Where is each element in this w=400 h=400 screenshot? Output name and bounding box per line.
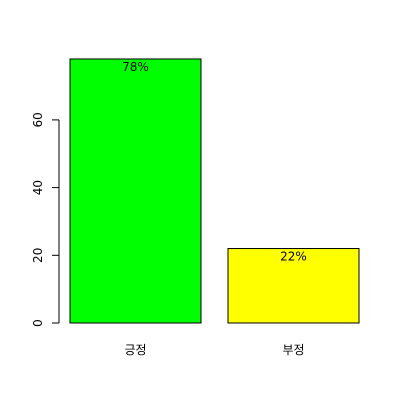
y-tick-label: 0 [31,319,45,327]
bar-data-labels: 78% 22% [122,60,307,264]
y-tick-label: 60 [31,112,45,127]
x-category-labels: 긍정 부정 [124,343,304,357]
bar-부정 [227,248,360,324]
bar-data-label: 22% [280,250,307,264]
bar-data-label: 78% [122,60,149,74]
y-tick-label: 20 [31,248,45,263]
bars [69,58,360,324]
x-category-label: 부정 [282,343,304,357]
bar-긍정 [69,58,202,324]
x-category-label: 긍정 [124,343,146,357]
y-tick-label: 40 [31,180,45,195]
y-axis: 0 20 40 60 [31,112,60,327]
